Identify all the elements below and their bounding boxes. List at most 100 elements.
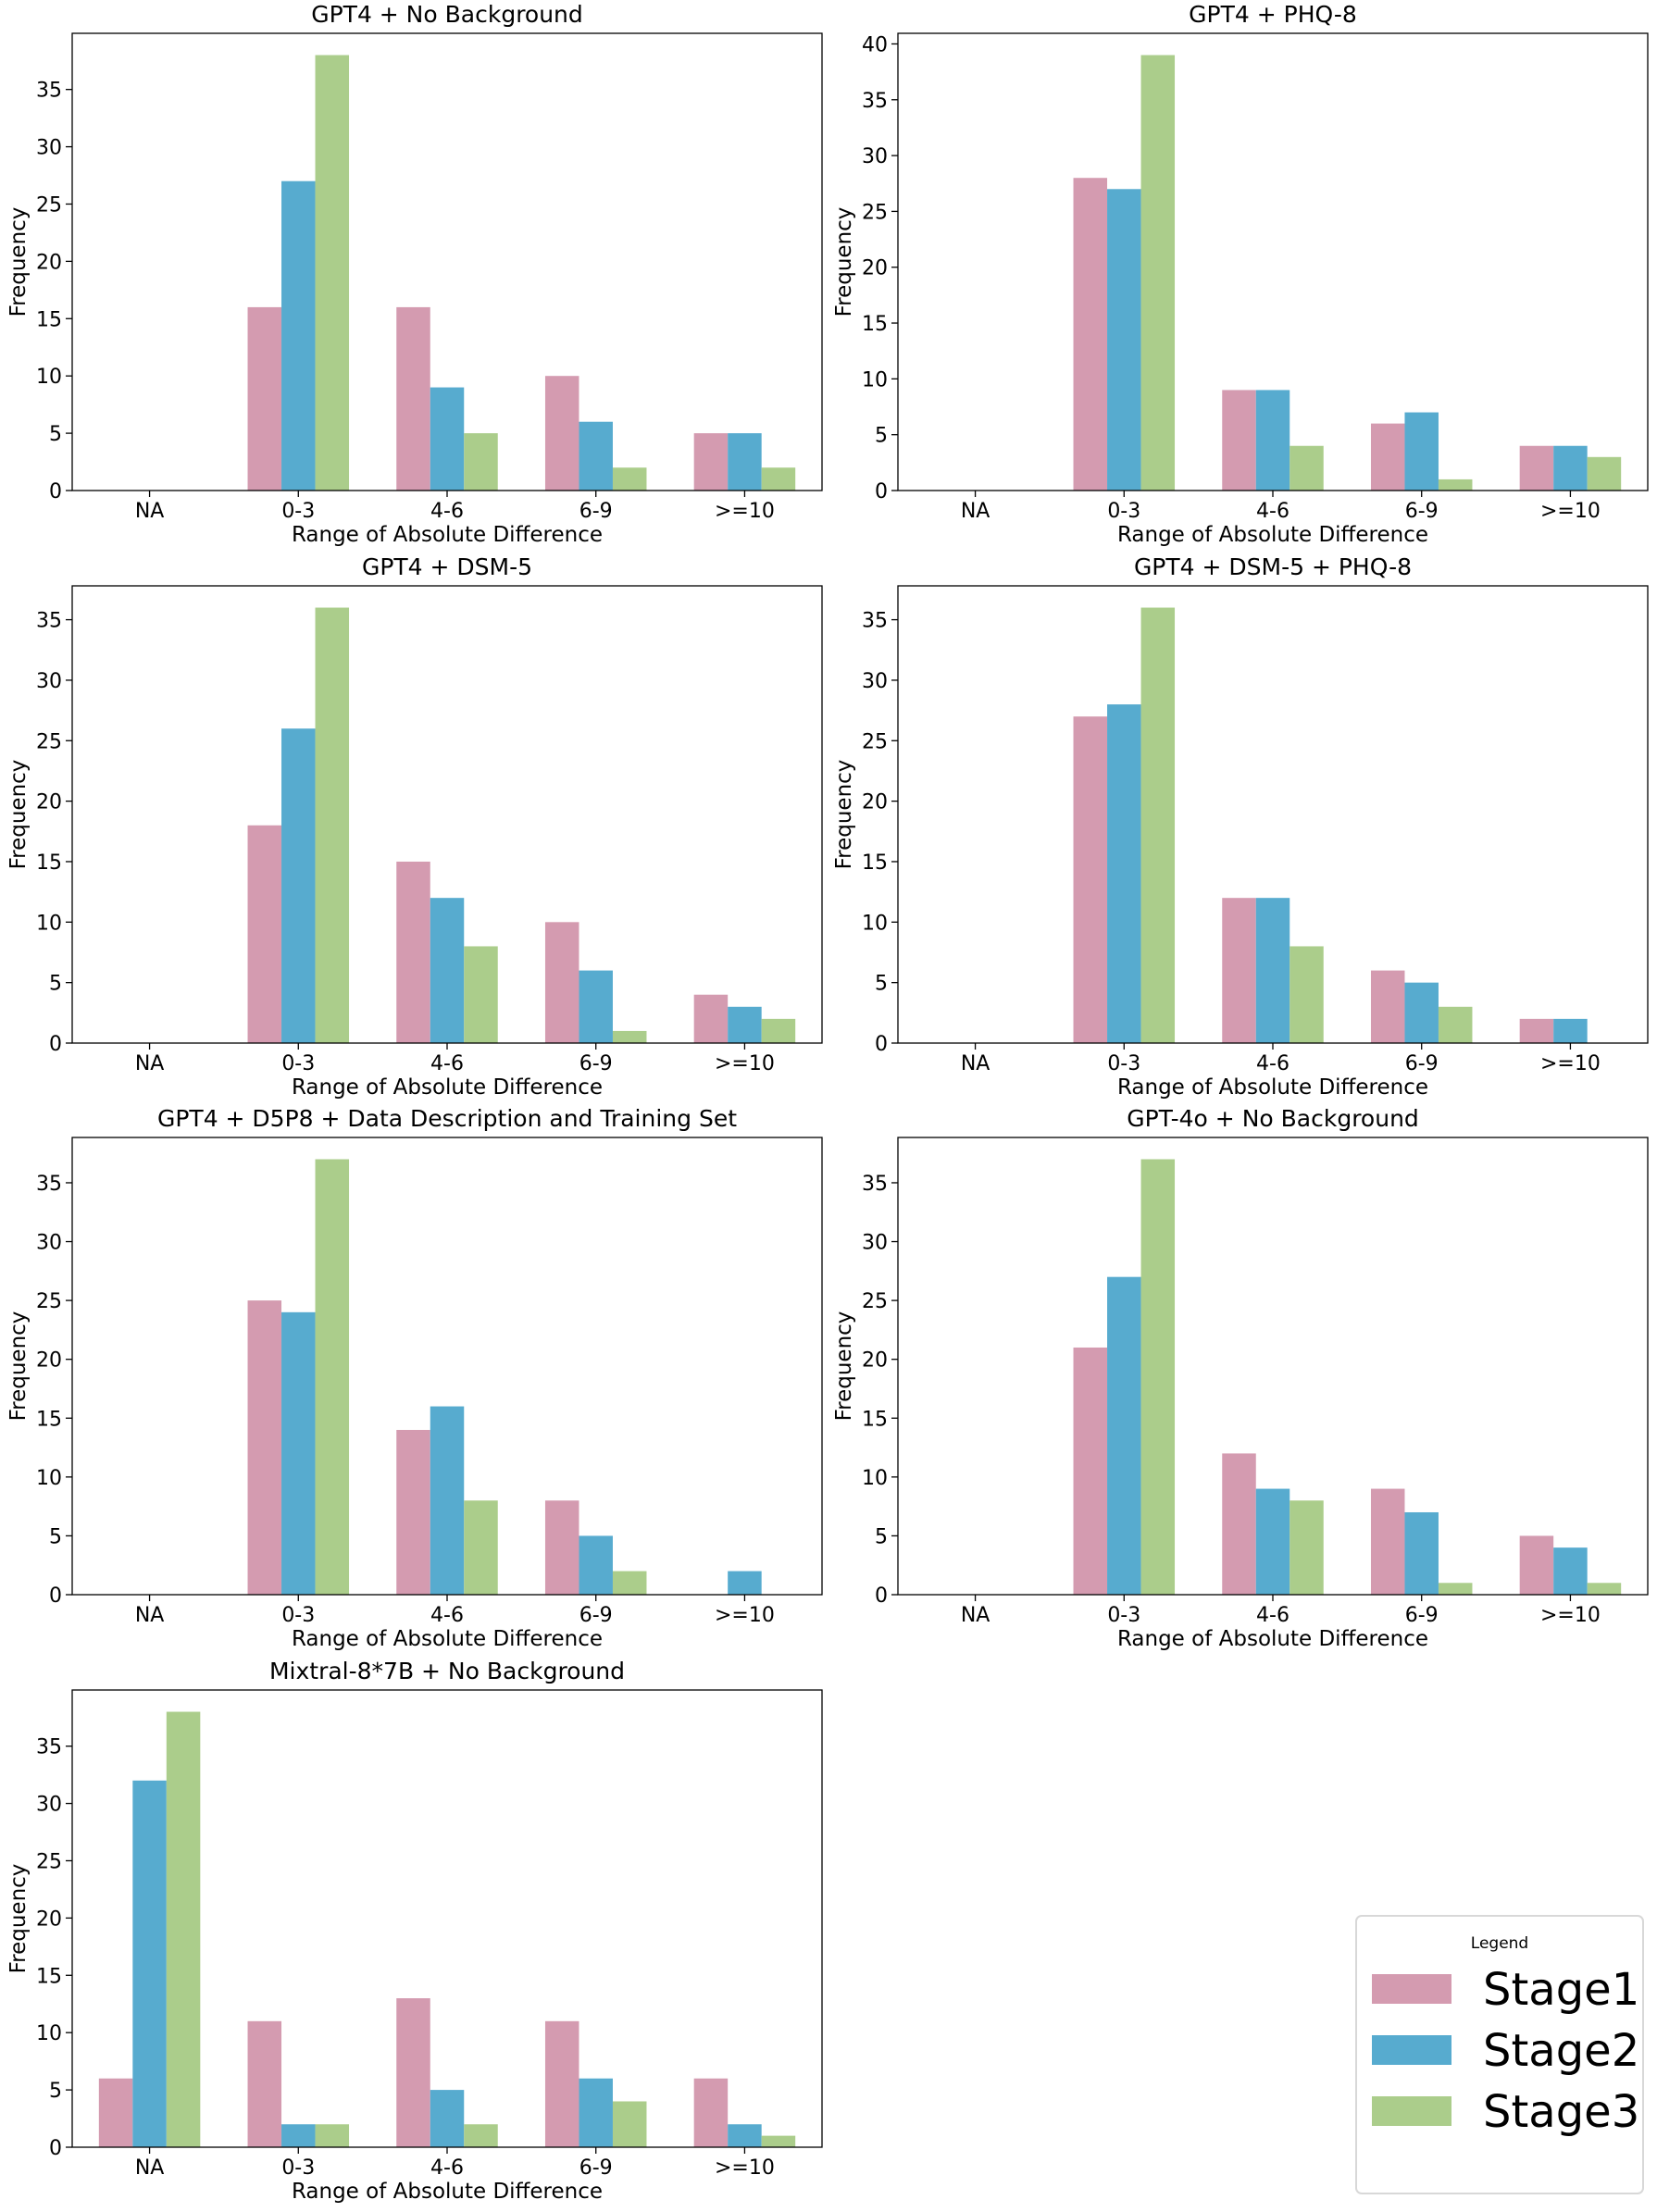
y-tick-label: 0 <box>49 1033 62 1056</box>
subplot-gpt-4o-no-background: GPT-4o + No Background 0 5 10 15 20 25 30 35 NA 0-… <box>832 1105 1649 1651</box>
bar-stage2-ge10 <box>728 1006 762 1043</box>
x-tick-label: 6-9 <box>579 2156 613 2180</box>
bar-stage1-6-9 <box>1370 1488 1405 1595</box>
bar-stage1-ge10 <box>1519 1018 1554 1043</box>
y-tick-label: 30 <box>36 670 62 693</box>
bar-stage2-6-9 <box>1404 1511 1439 1595</box>
y-tick-label: 10 <box>36 366 62 389</box>
x-tick-label: NA <box>961 500 990 523</box>
y-tick-label: 10 <box>36 2022 62 2045</box>
bar-stage1-0-3 <box>247 306 282 491</box>
x-axis-label: Range of Absolute Difference <box>1117 1627 1428 1651</box>
y-tick-label: 5 <box>49 423 62 446</box>
x-tick-label: 6-9 <box>579 500 613 523</box>
y-tick-label: 25 <box>36 1850 62 1873</box>
x-axis-label: Range of Absolute Difference <box>1117 1075 1428 1100</box>
y-axis-label: Frequency <box>6 1864 31 1974</box>
bar-stage2-ge10 <box>1553 445 1588 491</box>
y-tick-label: 15 <box>36 1408 62 1431</box>
bar-stage3-ge10 <box>761 467 796 491</box>
x-tick-label: >=10 <box>1540 500 1601 523</box>
bar-stage1-ge10 <box>693 994 729 1043</box>
bar-stage1-4-6 <box>396 861 430 1043</box>
bar-stage2-4-6 <box>430 2090 465 2147</box>
bar-stage3-6-9 <box>612 467 647 491</box>
bar-stage3-4-6 <box>1289 1500 1324 1595</box>
bar-stage3-4-6 <box>464 2124 498 2147</box>
bar-stage2-6-9 <box>1404 412 1439 491</box>
bar-stage1-4-6 <box>396 306 430 491</box>
y-tick-label: 25 <box>36 1290 62 1313</box>
y-tick-label: 20 <box>36 251 62 274</box>
x-tick-label: NA <box>961 1604 990 1627</box>
bar-stage3-0-3 <box>315 2124 350 2147</box>
y-axis-label: Frequency <box>6 1311 31 1422</box>
y-tick-label: 25 <box>862 1290 888 1313</box>
bar-stage3-4-6 <box>464 433 498 491</box>
bar-stage3-ge10 <box>1587 1583 1622 1595</box>
x-tick-label: 6-9 <box>579 1604 613 1627</box>
bar-stage2-6-9 <box>579 2078 613 2147</box>
x-tick-label: 4-6 <box>1256 1052 1289 1075</box>
y-tick-label: 5 <box>49 973 62 996</box>
y-tick-label: 30 <box>36 1232 62 1255</box>
bar-stage3-6-9 <box>1438 1006 1473 1043</box>
bar-stage3-4-6 <box>1289 946 1324 1043</box>
bar-stage2-4-6 <box>430 1406 465 1595</box>
y-tick-label: 5 <box>49 2080 62 2103</box>
x-tick-label: 4-6 <box>430 2156 464 2180</box>
y-tick-label: 0 <box>875 1584 888 1608</box>
bar-stage1-6-9 <box>1370 423 1405 491</box>
x-tick-label: >=10 <box>715 2156 775 2180</box>
x-tick-label: >=10 <box>1540 1604 1601 1627</box>
y-tick-label: 35 <box>862 610 888 633</box>
bar-stage1-0-3 <box>1073 178 1108 491</box>
y-tick-label: 30 <box>862 670 888 693</box>
y-tick-label: 5 <box>875 1525 888 1548</box>
bar-stage1-ge10 <box>693 433 729 491</box>
x-tick-label: 4-6 <box>430 1604 464 1627</box>
y-tick-label: 35 <box>36 1736 62 1759</box>
x-tick-label: 4-6 <box>1256 500 1289 523</box>
bar-stage1-6-9 <box>544 376 579 491</box>
bar-stage2-ge10 <box>728 2124 762 2147</box>
subplot-title: GPT4 + D5P8 + Data Description and Train… <box>157 1105 737 1132</box>
bar-stage1-0-3 <box>247 2020 282 2147</box>
y-tick-label: 15 <box>36 1965 62 1988</box>
legend-swatch-stage2 <box>1372 2035 1451 2065</box>
y-tick-label: 20 <box>862 257 888 280</box>
y-tick-label: 30 <box>36 137 62 160</box>
y-tick-label: 15 <box>862 1408 888 1431</box>
bar-stage2-4-6 <box>430 898 465 1043</box>
y-tick-label: 0 <box>875 1033 888 1056</box>
bar-stage1-ge10 <box>1519 1535 1554 1595</box>
subplot-gpt4-d5p8-data-description-and-training-set: GPT4 + D5P8 + Data Description and Train… <box>6 1105 823 1651</box>
bar-stage2-0-3 <box>281 1311 316 1595</box>
y-tick-label: 15 <box>36 308 62 331</box>
y-tick-label: 0 <box>49 480 62 503</box>
subplot-title: GPT4 + No Background <box>311 1 583 28</box>
y-tick-label: 0 <box>49 2137 62 2160</box>
bar-stage2-ge10 <box>1553 1018 1588 1043</box>
y-tick-label: 35 <box>36 610 62 633</box>
bar-stage2-0-3 <box>281 728 316 1043</box>
x-tick-label: 4-6 <box>1256 1604 1289 1627</box>
bar-stage2-ge10 <box>728 1571 762 1595</box>
y-tick-label: 30 <box>862 145 888 168</box>
x-tick-label: NA <box>135 1052 165 1075</box>
bar-stage1-0-3 <box>247 825 282 1043</box>
subplot-gpt4-dsm-5: GPT4 + DSM-5 0 5 10 15 20 25 30 35 NA 0-3 4-6 6-9 >=1… <box>6 553 823 1100</box>
x-tick-label: NA <box>961 1052 990 1075</box>
y-tick-label: 40 <box>862 33 888 56</box>
bar-stage1-ge10 <box>1519 445 1554 491</box>
bar-stage3-ge10 <box>1587 456 1622 491</box>
y-tick-label: 10 <box>36 1467 62 1490</box>
x-tick-label: 4-6 <box>430 500 464 523</box>
y-tick-label: 0 <box>49 1584 62 1608</box>
x-tick-label: 0-3 <box>281 1052 315 1075</box>
y-tick-label: 15 <box>862 851 888 875</box>
bar-stage3-ge10 <box>761 2135 796 2147</box>
x-tick-label: >=10 <box>715 500 775 523</box>
y-tick-label: 25 <box>36 193 62 217</box>
bar-stage1-4-6 <box>396 1998 430 2147</box>
